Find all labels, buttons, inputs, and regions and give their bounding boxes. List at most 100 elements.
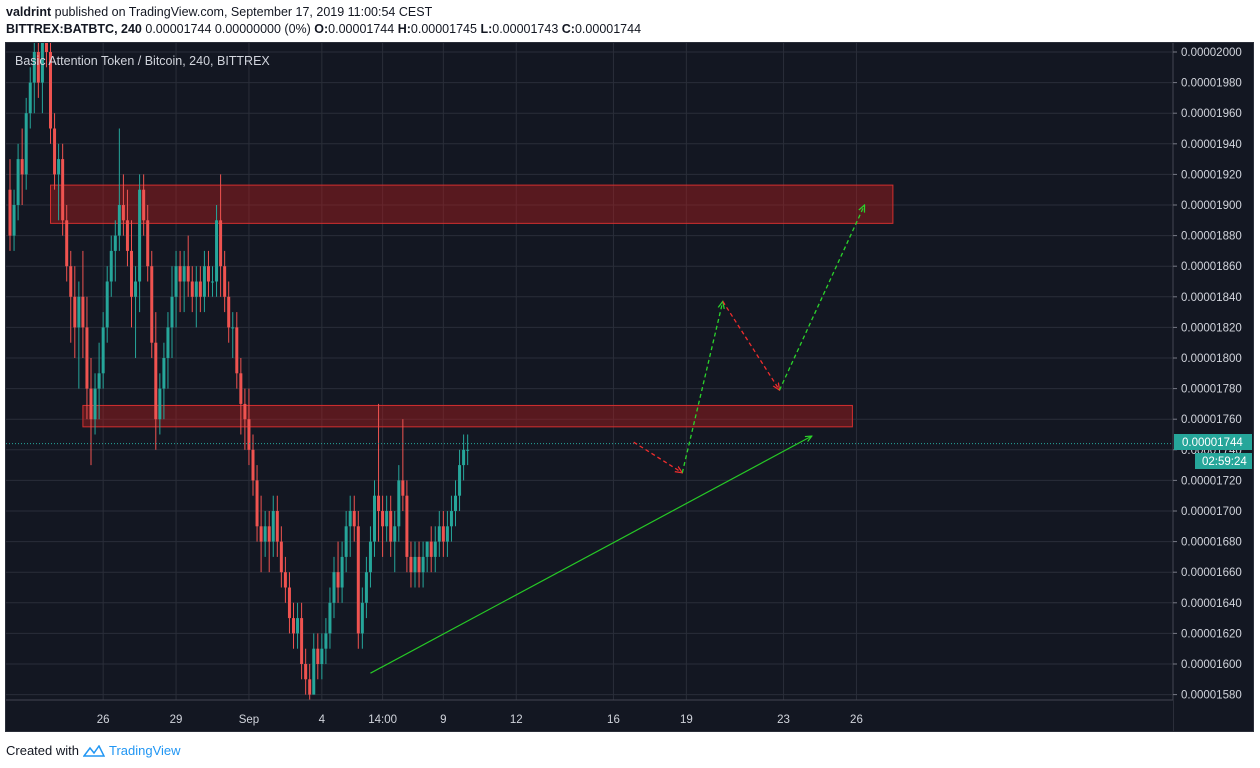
chart-title: Basic Attention Token / Bitcoin, 240, BI… [15, 54, 270, 68]
time-tick-label: 26 [97, 714, 110, 726]
current-price-label: 0.00001744 02:59:24 [1174, 434, 1252, 469]
price-tick-label: 0.00001960 [1181, 108, 1242, 120]
time-tick-label: 16 [607, 714, 620, 726]
candle-body [150, 266, 154, 343]
candle-body [190, 281, 194, 297]
price-tick-label: 0.00002000 [1181, 47, 1242, 59]
candle-body [198, 281, 202, 297]
candle-body [215, 220, 219, 282]
candle-body [360, 602, 364, 634]
candle-body [125, 220, 129, 251]
candle-body [121, 205, 125, 221]
candle-body [77, 296, 81, 328]
price-tick-label: 0.00001700 [1181, 506, 1242, 518]
candle-body [344, 526, 348, 557]
price-tick-label: 0.00001760 [1181, 414, 1242, 426]
candle-body [279, 541, 283, 573]
candle-body [332, 572, 336, 603]
footer: Created with TradingView [6, 743, 181, 758]
candle-body [445, 526, 449, 542]
candle-body [328, 602, 332, 634]
candle-body [211, 281, 214, 283]
candle-body [81, 296, 85, 328]
candle-body [93, 388, 97, 420]
candle-body [320, 648, 324, 664]
candle-body [20, 159, 24, 175]
candle-body [417, 556, 421, 573]
price-tick-label: 0.00001920 [1181, 169, 1242, 181]
candle-body [178, 266, 182, 282]
candle-body [166, 327, 170, 358]
candle-body [32, 52, 36, 83]
candle-body [57, 159, 61, 175]
price-chart[interactable]: 0.00002000 0.00001980 0.00001960 0.00001940… [6, 36, 1253, 731]
candle-body [275, 511, 279, 542]
candle-body [206, 266, 210, 282]
drawings [6, 205, 1173, 674]
high-value: 0.00001745 [410, 22, 477, 36]
price-tick-label: 0.00001880 [1181, 231, 1242, 243]
candle-body [28, 82, 32, 114]
quote-line: BITTREX:BATBTC, 240 0.00001744 0.0000000… [6, 22, 641, 36]
candle-body [458, 465, 462, 496]
candle-body [117, 205, 121, 236]
candle-body [259, 526, 263, 542]
low-label: L: [480, 22, 493, 36]
candle-body [316, 648, 320, 664]
candle-body [49, 52, 52, 129]
candle-body [393, 526, 397, 542]
candle-body [154, 342, 158, 420]
candle-body [36, 52, 40, 83]
candle-body [312, 648, 316, 695]
candle-body [113, 235, 117, 251]
candle-body [142, 189, 146, 221]
author-name[interactable]: valdrint [6, 5, 52, 19]
candle-body [385, 511, 389, 527]
publish-line: valdrint published on TradingView.com, S… [6, 5, 432, 19]
candle-body [61, 159, 65, 221]
chart-frame[interactable]: 0.00002000 0.00001980 0.00001960 0.00001940… [5, 36, 1254, 732]
candle-body [73, 296, 77, 328]
candle-body [255, 480, 259, 527]
time-axis-bg[interactable] [6, 700, 1173, 731]
candle-body [89, 388, 93, 420]
candle-body [292, 618, 295, 634]
time-axis[interactable]: 26 29 Sep 4 14:00 9 12 16 19 23 26 [97, 714, 863, 726]
candle-body [389, 511, 393, 542]
candle-body [223, 266, 227, 297]
countdown-text: 02:59:24 [1202, 456, 1247, 468]
price-tick-label: 0.00001800 [1181, 353, 1242, 365]
grid-lines [6, 43, 1173, 700]
candle-body [101, 327, 105, 374]
candle-body [433, 541, 437, 557]
open-value: 0.00001744 [328, 22, 395, 36]
price-tick-label: 0.00001820 [1181, 322, 1242, 334]
candle-body [8, 189, 12, 236]
tradingview-brand[interactable]: TradingView [108, 743, 181, 758]
candle-body [300, 618, 304, 664]
candle-body [40, 36, 44, 83]
candle-body [235, 327, 239, 374]
candle-body [381, 511, 385, 527]
candle-body [405, 495, 409, 557]
candle-body [287, 587, 291, 619]
candle-body [231, 327, 235, 329]
resistance-zones [50, 184, 894, 428]
ascending-trendline [370, 436, 811, 674]
candle-body [377, 495, 381, 511]
candle-body [263, 526, 267, 542]
candle-body [356, 526, 360, 634]
candle-body [138, 189, 142, 282]
candle-body [466, 449, 470, 451]
price-axis-bg[interactable] [1173, 43, 1253, 731]
time-tick-label: 9 [440, 714, 446, 726]
price-tick-label: 0.00001620 [1181, 628, 1242, 640]
candle-body [12, 205, 16, 236]
time-tick-label: 4 [319, 714, 326, 726]
candle-body [146, 220, 150, 267]
candle-body [271, 511, 275, 542]
price-tick-label: 0.00001680 [1181, 537, 1242, 549]
price-axis[interactable]: 0.00002000 0.00001980 0.00001960 0.00001940… [1173, 47, 1242, 702]
candlesticks [8, 36, 470, 710]
candle-body [97, 373, 101, 389]
